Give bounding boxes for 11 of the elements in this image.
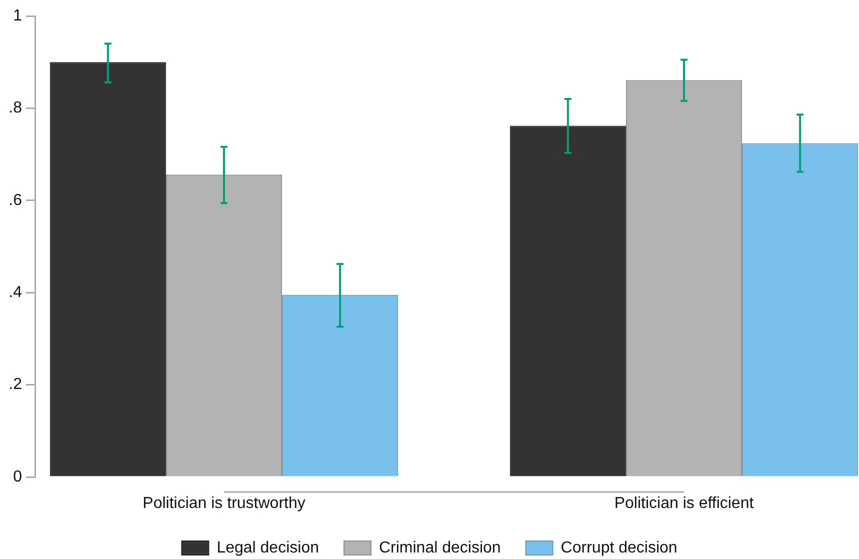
legend-label: Criminal decision xyxy=(378,539,501,556)
legend-label: Corrupt decision xyxy=(560,539,678,556)
y-tick-label: 1 xyxy=(13,7,22,24)
x-tick-label: Politician is efficient xyxy=(614,495,754,512)
legend-label: Legal decision xyxy=(216,539,319,556)
y-tick-label: .4 xyxy=(8,284,22,302)
y-tick-label: 0 xyxy=(13,468,22,486)
y-tick-label: .2 xyxy=(8,376,22,394)
y-tick-label: .8 xyxy=(8,100,22,117)
x-tick-label: Politician is trustworthy xyxy=(142,495,306,512)
y-tick-label: .6 xyxy=(8,192,22,209)
